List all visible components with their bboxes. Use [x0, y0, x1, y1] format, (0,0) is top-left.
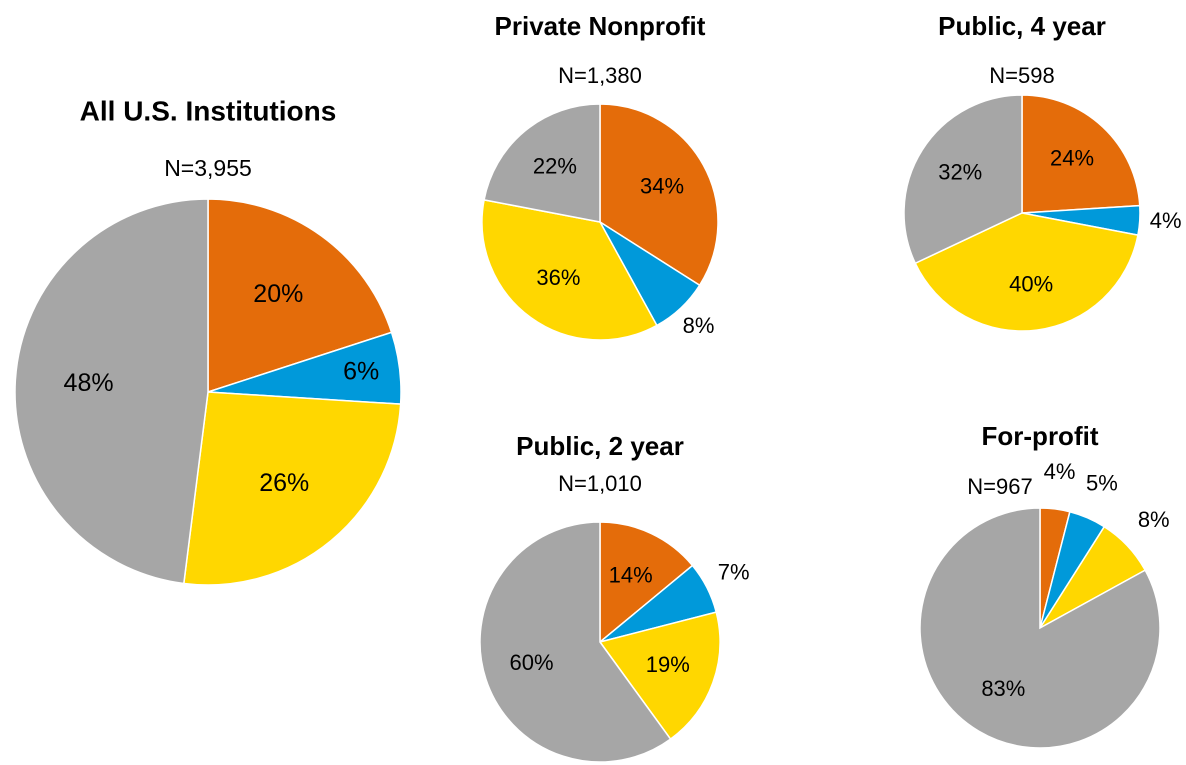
pie-slice: [479, 521, 672, 763]
pie-slice: [1021, 94, 1141, 214]
data-label: 5%: [1086, 471, 1118, 496]
data-label: 6%: [343, 357, 379, 385]
data-label: 60%: [510, 650, 554, 675]
pie-slice: [182, 391, 402, 586]
pie-slice: [903, 94, 1023, 265]
data-label: 83%: [981, 676, 1025, 701]
data-label: 20%: [253, 280, 303, 308]
data-label: 4%: [1150, 208, 1182, 233]
data-label: 22%: [533, 153, 577, 178]
data-label: 4%: [1044, 459, 1076, 484]
chart-subtitle: N=1,380: [558, 63, 642, 88]
pie-slice: [481, 199, 658, 341]
pie-slice: [599, 521, 694, 644]
data-label: 14%: [609, 563, 653, 588]
chart-subtitle: N=598: [989, 63, 1054, 88]
pie-slice: [914, 212, 1139, 332]
data-label: 26%: [259, 469, 309, 497]
pie-slice: [598, 611, 721, 741]
chart-title: All U.S. Institutions: [80, 95, 337, 126]
data-label: 32%: [938, 160, 982, 185]
pie-slice: [919, 507, 1161, 749]
data-label: 34%: [640, 174, 684, 199]
data-label: 8%: [1138, 507, 1170, 532]
data-label: 19%: [646, 652, 690, 677]
pie-slice: [483, 103, 601, 223]
chart-title: Private Nonprofit: [495, 11, 706, 41]
chart-title: Public, 4 year: [938, 11, 1106, 41]
data-label: 36%: [536, 265, 580, 290]
data-label: 8%: [683, 313, 715, 338]
chart-subtitle: N=3,955: [164, 155, 252, 181]
data-label: 48%: [64, 369, 114, 397]
data-label: 40%: [1009, 271, 1053, 296]
chart-title: Public, 2 year: [516, 431, 684, 461]
chart-subtitle: N=1,010: [558, 471, 642, 496]
chart-subtitle: N=967: [967, 474, 1032, 499]
data-label: 7%: [718, 560, 750, 585]
data-label: 24%: [1050, 145, 1094, 170]
pie-slice: [207, 198, 393, 394]
chart-title: For-profit: [982, 421, 1099, 451]
pie-slice: [14, 198, 209, 585]
